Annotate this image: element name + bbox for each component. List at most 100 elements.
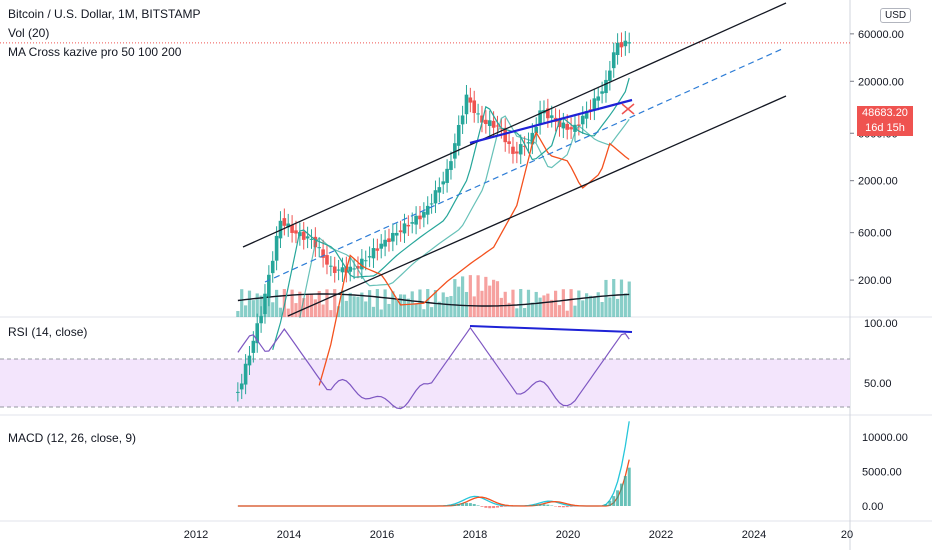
volume-bar [340, 290, 345, 317]
macd-histogram-bar [530, 505, 534, 506]
volume-bar [499, 297, 503, 317]
macd-histogram-bar [461, 503, 465, 506]
ma-200-line [318, 130, 630, 386]
candle-body [239, 383, 244, 390]
volume-bar [616, 298, 620, 317]
candle-body [484, 119, 488, 125]
price-tick-label: 600.00 [858, 228, 892, 240]
time-tick-label: 2024 [742, 529, 766, 541]
volume-bar [321, 304, 325, 317]
price-tick-label: 60000.00 [858, 29, 904, 41]
volume-bar [302, 298, 306, 317]
macd-histogram-bar [616, 490, 620, 506]
macd-histogram-bar [534, 504, 538, 506]
volume-bar [275, 289, 279, 317]
candle-body [282, 218, 287, 226]
volume-bar [348, 292, 352, 317]
time-tick-label: 2022 [649, 529, 673, 541]
candle-body [588, 109, 593, 111]
volume-bar [337, 306, 341, 317]
volume-bar [538, 297, 542, 317]
currency-button[interactable]: USD [880, 8, 912, 23]
candle-body [518, 144, 523, 155]
countdown-label: 16d 15h [857, 121, 913, 136]
channel-mid-line [264, 48, 783, 283]
candle-body [267, 274, 271, 297]
volume-bar [503, 291, 507, 317]
volume-bar [364, 301, 368, 317]
candle-body [379, 243, 384, 249]
candle-body [348, 266, 353, 272]
candles [236, 31, 632, 402]
volume-bar [565, 310, 569, 317]
candle-body [615, 42, 620, 56]
time-tick-label: 2018 [463, 529, 487, 541]
volume-bar [526, 289, 531, 317]
macd-tick-label: 0.00 [862, 501, 883, 513]
macd-histogram-bar [623, 476, 627, 506]
volume-bar [294, 303, 298, 317]
candle-body [600, 91, 604, 94]
volume-bar [437, 301, 441, 317]
volume-bar [608, 297, 612, 317]
volume-bar [534, 291, 538, 317]
candle-body [352, 268, 356, 270]
volume-bar [461, 276, 465, 317]
time-tick-label: 2012 [184, 529, 208, 541]
macd-histogram-bar [495, 506, 499, 508]
candle-body [410, 222, 415, 224]
volume-bar [391, 291, 395, 317]
volume-bar [592, 297, 596, 317]
candle-body [464, 94, 469, 115]
volume-legend[interactable]: Vol (20) [8, 26, 50, 40]
candle-body [321, 249, 325, 258]
volume-bar [472, 296, 476, 317]
volume-bar [387, 303, 391, 317]
volume-bar [480, 290, 484, 317]
candle-body [580, 115, 585, 125]
ma-cross-legend[interactable]: MA Cross kazive pro 50 100 200 [8, 45, 182, 59]
macd-histogram-bar [627, 467, 631, 506]
price-tick-label: 200.00 [858, 275, 892, 287]
macd-histogram-bar [608, 500, 612, 506]
volume-bar [476, 275, 480, 317]
volume-bar [356, 296, 360, 317]
time-tick-label: 2020 [556, 529, 580, 541]
volume-bar [236, 311, 240, 317]
candle-body [305, 236, 310, 239]
volume-bar [290, 289, 294, 317]
volume-bar [492, 279, 496, 317]
candle-body [418, 215, 422, 220]
rsi-band [0, 359, 850, 407]
candle-body [503, 127, 508, 143]
macd-histogram-bar [612, 496, 616, 506]
candle-body [290, 224, 294, 233]
candle-body [476, 113, 480, 115]
macd-histogram-bar [484, 506, 488, 508]
candle-body [356, 266, 360, 269]
volume-bar [550, 299, 554, 317]
volume-bar [623, 293, 627, 317]
volume-bar [244, 305, 248, 317]
macd-legend[interactable]: MACD (12, 26, close, 9) [8, 431, 137, 445]
volume-bars [236, 275, 631, 317]
signal-marker [621, 103, 635, 115]
rsi-legend[interactable]: RSI (14, close) [8, 325, 88, 339]
candle-body [309, 238, 314, 240]
volume-bar [414, 303, 418, 317]
candle-body [584, 111, 589, 119]
candle-body [561, 122, 566, 129]
volume-bar [298, 291, 302, 317]
volume-bar [519, 289, 523, 317]
macd-histogram-bar [457, 503, 461, 506]
candle-body [623, 40, 628, 47]
candle-body [507, 141, 511, 144]
volume-bar [406, 298, 410, 317]
candle-body [247, 355, 252, 366]
symbol-legend[interactable]: Bitcoin / U.S. Dollar, 1M, BITSTAMP [8, 7, 201, 21]
price-tick-label: 20000.00 [858, 76, 904, 88]
candle-body [491, 120, 496, 128]
volume-bar [247, 290, 252, 317]
candle-body [398, 230, 403, 233]
